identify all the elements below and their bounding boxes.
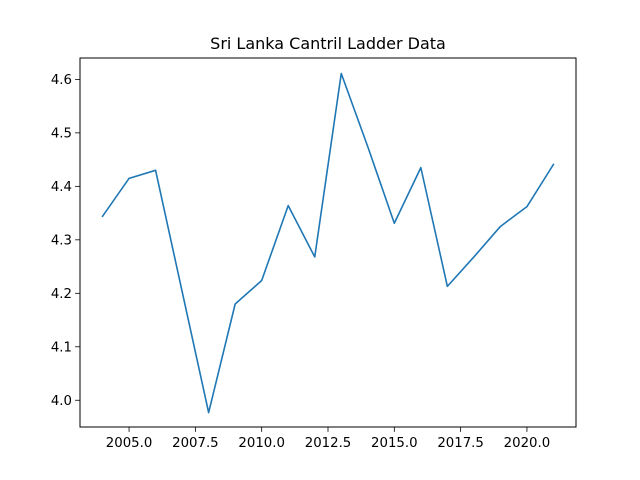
x-tick-label: 2015.0 [371, 436, 418, 451]
x-tick-label: 2017.5 [437, 436, 484, 451]
x-tick-label: 2012.5 [305, 436, 352, 451]
x-tick-label: 2010.0 [238, 436, 285, 451]
series-line [101, 72, 555, 414]
y-axis: 4.0 4.1 4.2 4.3 4.4 4.5 4.6 [51, 73, 80, 409]
y-tick-label: 4.4 [51, 180, 72, 195]
x-tick-label: 2007.5 [172, 436, 219, 451]
y-tick-label: 4.0 [51, 394, 72, 409]
y-tick-label: 4.5 [51, 127, 72, 142]
x-tick-label: 2005.0 [106, 436, 153, 451]
y-tick-label: 4.1 [51, 341, 72, 356]
y-tick-label: 4.2 [51, 287, 72, 302]
y-tick-label: 4.3 [51, 234, 72, 249]
data-points [102, 73, 554, 413]
y-tick-label: 4.6 [51, 73, 72, 88]
x-tick-label: 2020.0 [504, 436, 551, 451]
x-axis: 2005.0 2007.5 2010.0 2012.5 2015.0 2017.5 2020… [106, 427, 550, 451]
plot-frame [79, 57, 577, 428]
chart-title: Sri Lanka Cantril Ladder Data [210, 34, 446, 53]
